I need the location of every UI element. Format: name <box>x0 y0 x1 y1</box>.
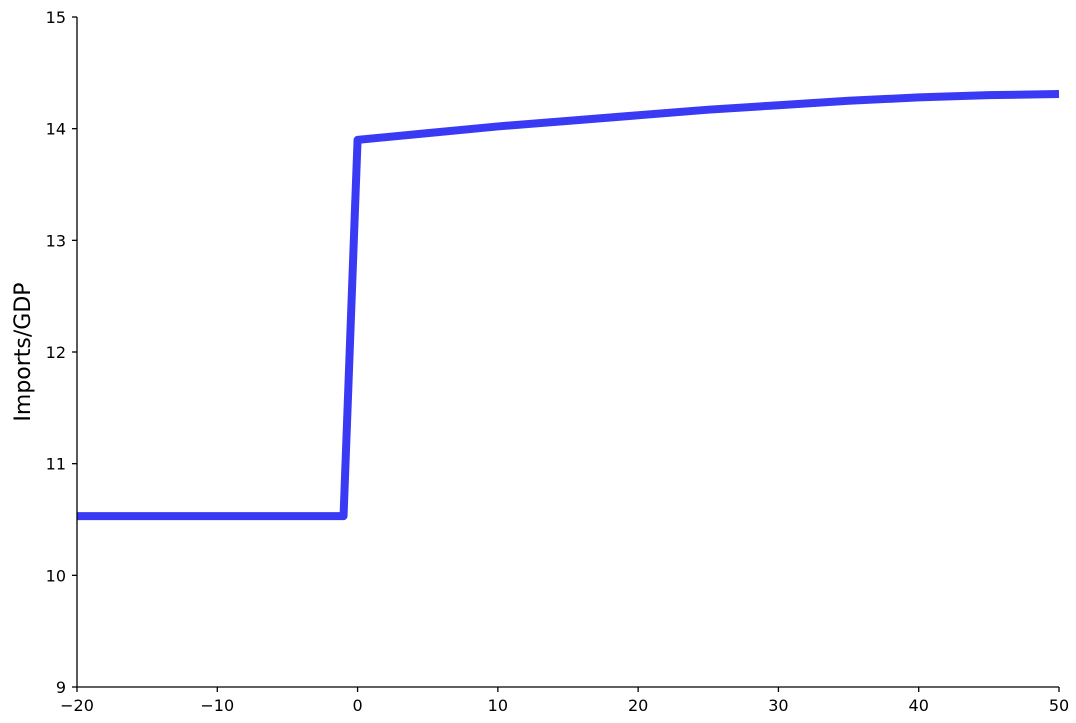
series-line <box>77 90 1060 521</box>
x-tick-label: 20 <box>628 696 648 715</box>
series-layer <box>77 90 1060 521</box>
y-tick-label: 10 <box>46 566 66 585</box>
y-tick-label: 13 <box>46 231 66 250</box>
x-tick-label: 30 <box>768 696 788 715</box>
x-tick-label: 0 <box>352 696 362 715</box>
x-tick-label: 10 <box>488 696 508 715</box>
y-axis-label: Imports/GDP <box>11 282 36 421</box>
x-ticks: −20 −10 0 10 20 30 40 50 <box>60 687 1069 715</box>
x-tick-label: 40 <box>909 696 929 715</box>
x-tick-label: −10 <box>200 696 234 715</box>
y-tick-label: 15 <box>46 8 66 27</box>
y-tick-label: 11 <box>46 455 66 474</box>
y-tick-label: 9 <box>56 678 66 697</box>
y-tick-label: 12 <box>46 343 66 362</box>
y-ticks: 9 10 11 12 13 14 15 <box>46 8 77 697</box>
y-tick-label: 14 <box>46 120 66 139</box>
x-tick-label: 50 <box>1049 696 1069 715</box>
x-tick-label: −20 <box>60 696 94 715</box>
